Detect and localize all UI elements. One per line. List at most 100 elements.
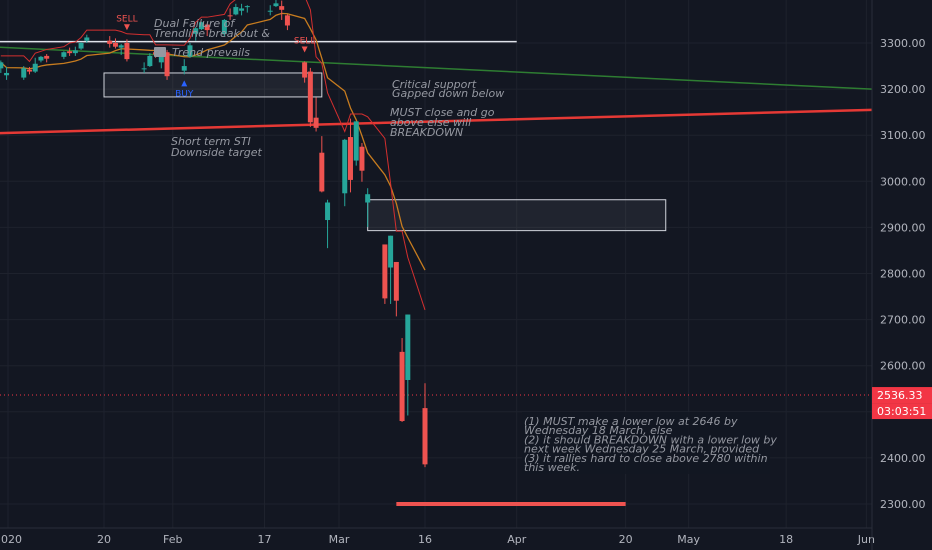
moving-average-line — [0, 12, 426, 271]
time-tick-label: 16 — [418, 533, 432, 546]
candle-body — [124, 43, 130, 60]
candle-body — [347, 137, 353, 180]
notes-line: next week Wednesday 25 March, provided — [524, 443, 760, 456]
candle-body — [422, 408, 428, 465]
annotation-text: MUST close and go — [390, 106, 495, 119]
candle-body — [78, 43, 84, 49]
candle-body — [193, 28, 199, 34]
price-tick-label: 2300.00 — [880, 498, 926, 511]
candle-body — [273, 3, 279, 7]
candle-body — [187, 45, 193, 57]
price-tick-label: 2400.00 — [880, 452, 926, 465]
sell-signal-label: SELL — [116, 14, 137, 24]
candle-body — [141, 68, 147, 70]
price-tick-label: 2700.00 — [880, 314, 926, 327]
candle-body — [393, 261, 399, 301]
candle-body — [84, 37, 90, 41]
candle-body — [313, 117, 319, 128]
time-tick-label: 20 — [97, 533, 111, 546]
candle-body — [38, 56, 44, 61]
time-tick-label: May — [677, 533, 700, 546]
candle-body — [279, 6, 285, 10]
candle-body — [0, 62, 4, 69]
candle-body — [21, 68, 27, 78]
price-tick-label: 3200.00 — [880, 83, 926, 96]
candle-body — [118, 45, 124, 48]
candle-body — [26, 69, 32, 72]
price-tick-label: 3100.00 — [880, 129, 926, 142]
annotation-text: Trend prevails — [172, 46, 250, 59]
gap-box — [367, 199, 667, 232]
sell-signal-label: SELL — [294, 36, 315, 46]
candle-body — [164, 52, 170, 77]
countdown-label: 03:03:51 — [877, 405, 926, 418]
notes-line: (3) it rallies hard to close above 2780 … — [524, 452, 768, 465]
buy-signal-label: BUY — [175, 89, 194, 99]
candle-body — [221, 19, 227, 34]
candle-body — [353, 121, 359, 161]
candle-body — [198, 22, 204, 30]
candle-body — [181, 66, 187, 71]
candle-body — [405, 314, 411, 380]
notes-line: (1) MUST make a lower low at 2646 by — [524, 415, 738, 428]
annotation-text: Dual Failure of — [154, 17, 236, 30]
candle-body — [72, 50, 78, 54]
candle-body — [325, 202, 331, 221]
candle-body — [319, 152, 325, 192]
sell-arrow-icon — [301, 46, 308, 53]
notes-line: (2) it should BREAKDOWN with a lower low… — [524, 433, 777, 446]
annotation-text: Gapped down below — [392, 87, 504, 100]
time-tick-label: 18 — [779, 533, 793, 546]
candle-body — [307, 71, 313, 123]
candle-body — [32, 63, 38, 72]
candle-body — [233, 7, 239, 15]
buy-arrow-icon — [181, 80, 188, 87]
last-price-badge — [872, 387, 932, 404]
sti-line — [0, 0, 426, 311]
annotation-text: Downside target — [171, 146, 263, 159]
time-tick-label: 20 — [619, 533, 633, 546]
candle-body — [382, 244, 388, 299]
price-tick-label: 2900.00 — [880, 221, 926, 234]
candle-body — [239, 8, 245, 11]
candle-body — [204, 24, 210, 31]
sell-arrow-icon — [123, 24, 130, 31]
trendline-green — [0, 46, 873, 90]
notes-box — [522, 412, 770, 474]
annotation-text: Trendline breakout & — [154, 27, 270, 40]
price-tick-label: 2800.00 — [880, 268, 926, 281]
notes-line: Wednesday 18 March, else — [524, 424, 673, 437]
candle-body — [227, 15, 233, 17]
last-price-label: 2536.33 — [877, 389, 923, 402]
critical-support-box — [103, 72, 323, 98]
countdown-badge — [872, 403, 932, 420]
candle-body — [284, 15, 290, 26]
price-tick-label: 3300.00 — [880, 37, 926, 50]
time-tick-label: 17 — [258, 533, 272, 546]
annotation-text: Short term STI — [171, 135, 251, 148]
annotation-text: Critical support — [392, 78, 477, 91]
candle-body — [112, 43, 118, 47]
notes-line: this week. — [524, 461, 580, 474]
candle-body — [359, 146, 365, 171]
time-tick-label: Mar — [329, 533, 350, 546]
candle-body — [147, 55, 153, 67]
candle-body — [365, 194, 371, 203]
trendline-red — [0, 108, 873, 135]
time-tick-label: Jun — [857, 533, 875, 546]
time-tick-label: Apr — [507, 533, 527, 546]
candle-body — [44, 55, 50, 59]
candle-body — [399, 351, 405, 422]
price-tick-label: 2600.00 — [880, 360, 926, 373]
annotation-text: BREAKDOWN — [390, 126, 463, 139]
candle-body — [61, 52, 67, 57]
candle-body — [388, 235, 394, 268]
candle-body — [302, 62, 308, 78]
candle-body — [107, 40, 113, 44]
candle-body — [67, 51, 73, 54]
time-tick-label: Feb — [163, 533, 182, 546]
candle-body — [342, 139, 348, 194]
